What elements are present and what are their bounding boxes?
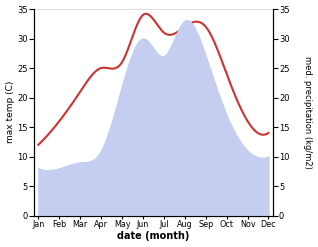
X-axis label: date (month): date (month) (117, 231, 190, 242)
Y-axis label: med. precipitation (kg/m2): med. precipitation (kg/m2) (303, 56, 313, 169)
Y-axis label: max temp (C): max temp (C) (5, 81, 15, 144)
